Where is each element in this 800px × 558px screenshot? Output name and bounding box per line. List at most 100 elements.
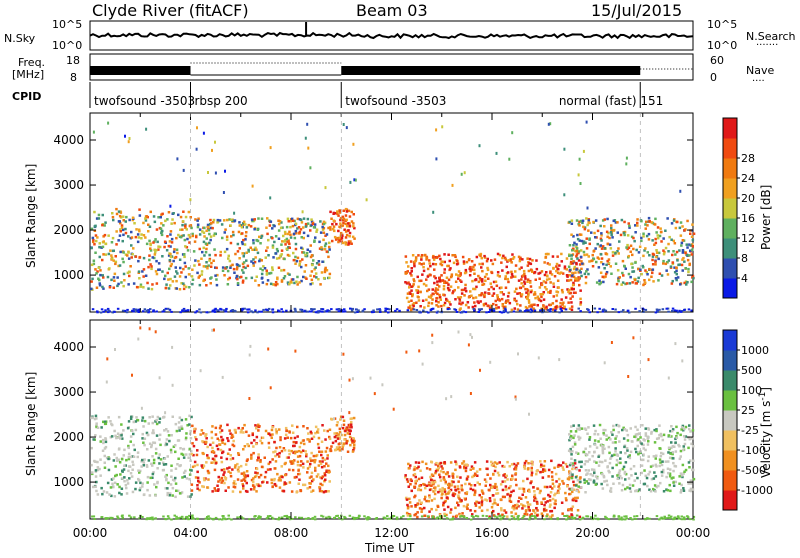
scatter-point-1662 xyxy=(659,481,662,485)
scatter-point-1885 xyxy=(683,438,687,441)
scatter-point-1490 xyxy=(546,500,549,503)
sparse-point-2360 xyxy=(269,386,272,390)
scatter-point-20 xyxy=(156,467,159,470)
scatter-point-33 xyxy=(187,233,191,237)
scatter-point-1 xyxy=(149,263,152,266)
scatter-point-729 xyxy=(278,476,281,480)
scatter-point-45 xyxy=(102,276,105,279)
scatter-point-1854 xyxy=(636,489,640,493)
scatter-point-1404 xyxy=(453,288,456,292)
scatter-point-1109 xyxy=(554,472,558,476)
scatter-point-1767 xyxy=(666,467,670,470)
scatter-point-1785 xyxy=(572,436,575,440)
scatter-point-1930 xyxy=(603,480,606,483)
scatter-point-837 xyxy=(201,440,204,443)
scatter-point-1238 xyxy=(509,500,513,503)
scatter-point-272 xyxy=(141,270,144,273)
scatter-point-312 xyxy=(121,215,125,218)
scatter-point-1484 xyxy=(404,255,408,258)
ground-point-2152 xyxy=(186,309,189,312)
scatter-point-2018 xyxy=(606,259,609,263)
scatter-point-1245 xyxy=(481,280,484,283)
scatter-point-404 xyxy=(193,240,197,243)
scatter-point-665 xyxy=(280,280,284,283)
scatter-point-674 xyxy=(237,452,240,455)
scatter-point-1234 xyxy=(458,274,462,278)
cbar-seg-4 xyxy=(723,410,737,431)
scatter-point-288 xyxy=(169,233,172,236)
scatter-point-995 xyxy=(533,499,536,502)
scatter-point-920 xyxy=(349,423,353,426)
scatter-point-1058 xyxy=(454,298,457,301)
scatter-point-1137 xyxy=(524,287,527,291)
scatter-point-311 xyxy=(94,469,98,472)
scatter-point-1877 xyxy=(587,478,591,481)
sparse-point-2348 xyxy=(128,137,131,140)
ground-point-2294 xyxy=(271,308,275,311)
scatter-point-798 xyxy=(211,425,214,428)
scatter-point-1455 xyxy=(442,504,445,507)
scatter-point-774 xyxy=(302,251,306,254)
scatter-point-1709 xyxy=(655,255,658,259)
scatter-point-1172 xyxy=(514,270,517,273)
ground-point-2071 xyxy=(558,311,561,314)
scatter-point-93 xyxy=(127,469,130,473)
scatter-point-135 xyxy=(187,456,190,459)
scatter-point-1633 xyxy=(571,249,574,252)
scatter-point-255 xyxy=(141,485,144,488)
ground-point-2104 xyxy=(137,311,140,313)
ground-point-2047 xyxy=(521,517,524,519)
ground-point-2270 xyxy=(586,515,590,518)
scatter-point-1040 xyxy=(495,485,498,489)
scatter-point-1771 xyxy=(576,233,579,237)
scatter-point-1338 xyxy=(525,288,529,291)
scatter-point-1338 xyxy=(523,512,526,516)
scatter-point-834 xyxy=(257,476,261,479)
scatter-point-271 xyxy=(101,258,104,262)
scatter-point-826 xyxy=(254,424,257,427)
scatter-point-1668 xyxy=(568,463,572,467)
scatter-point-443 xyxy=(212,234,216,237)
ground-point-2172 xyxy=(181,515,184,518)
velocity-scatter xyxy=(90,326,696,521)
scatter-point-1236 xyxy=(542,291,545,294)
power-scatter xyxy=(90,120,696,314)
scatter-point-1069 xyxy=(547,468,551,472)
scatter-point-264 xyxy=(97,213,101,217)
scatter-point-688 xyxy=(202,265,206,268)
scatter-point-660 xyxy=(232,439,235,443)
scatter-point-370 xyxy=(323,472,326,475)
scatter-point-1209 xyxy=(417,285,420,289)
scatter-point-1309 xyxy=(466,475,470,478)
scatter-point-1278 xyxy=(456,296,460,299)
scatter-point-789 xyxy=(242,271,245,274)
sparse-point-2376 xyxy=(463,171,466,175)
scatter-point-743 xyxy=(273,477,276,481)
scatter-point-1719 xyxy=(619,451,622,454)
scatter-point-830 xyxy=(252,445,255,448)
scatter-point-521 xyxy=(230,235,233,238)
scatter-point-784 xyxy=(228,259,232,263)
scatter-point-1941 xyxy=(660,463,664,467)
scatter-point-1451 xyxy=(553,493,556,497)
scatter-point-666 xyxy=(253,439,256,442)
scatter-point-1951 xyxy=(606,465,609,469)
scatter-point-818 xyxy=(198,263,201,266)
scatter-point-275 xyxy=(91,472,94,476)
scatter-point-276 xyxy=(174,495,177,499)
scatter-point-840 xyxy=(322,231,326,234)
scatter-point-827 xyxy=(229,224,232,227)
scatter-point-1001 xyxy=(478,294,481,297)
scatter-point-67 xyxy=(134,481,138,484)
ground-point-2243 xyxy=(546,309,550,311)
scatter-point-2014 xyxy=(615,458,619,462)
scatter-point-1598 xyxy=(660,230,663,234)
scatter-point-270 xyxy=(168,267,171,271)
scatter-point-295 xyxy=(168,259,172,262)
cbar-seg-7 xyxy=(723,350,737,371)
scatter-point-1698 xyxy=(579,249,583,252)
ground-point-2145 xyxy=(620,516,623,519)
scatter-point-642 xyxy=(206,486,209,489)
scatter-point-1052 xyxy=(486,257,489,261)
scatter-point-1310 xyxy=(422,282,426,286)
